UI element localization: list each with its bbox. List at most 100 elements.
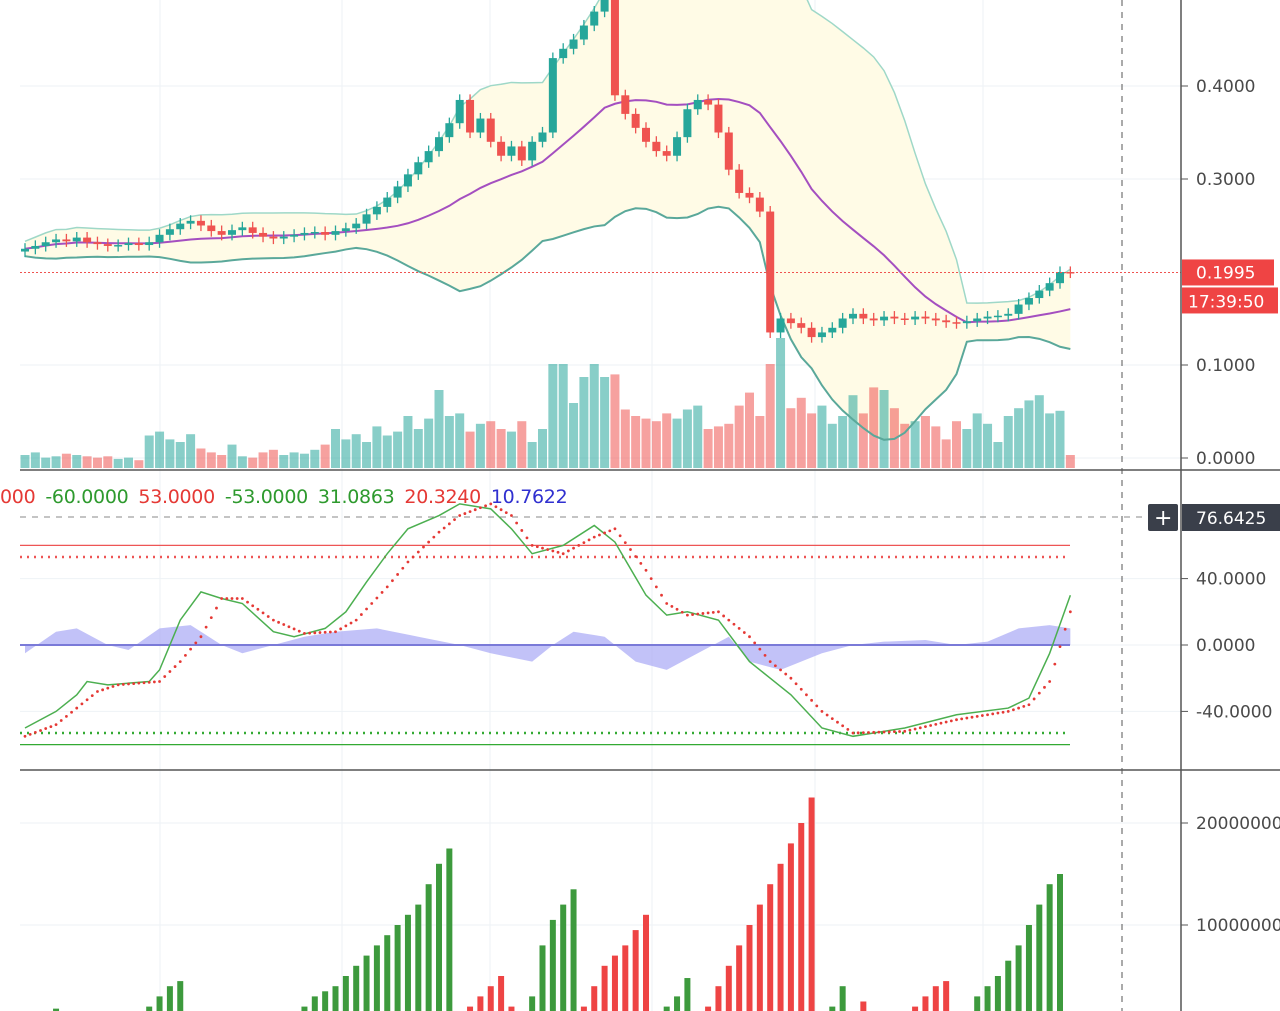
candle xyxy=(900,318,909,320)
volume-bar xyxy=(641,418,651,468)
histogram-bar xyxy=(1046,884,1053,1011)
oscillator-red-dot xyxy=(396,573,399,576)
oscillator-red-dot xyxy=(328,630,332,634)
oscillator-red-dot xyxy=(794,682,798,686)
volume-bar xyxy=(403,416,413,468)
histogram-bar xyxy=(674,996,681,1011)
oscillator-red-dot xyxy=(566,549,570,553)
oscillator-red-dot xyxy=(1001,710,1005,714)
volume-bar xyxy=(972,413,982,468)
histogram-bar xyxy=(725,965,732,1011)
volume-bar xyxy=(672,418,682,468)
oscillator-red-dot xyxy=(1053,662,1057,666)
oscillator-red-dot xyxy=(1032,697,1036,701)
oscillator-red-dot xyxy=(996,711,1000,715)
volume-bar xyxy=(82,456,92,468)
oscillator-red-dot xyxy=(163,675,167,678)
histogram-bar xyxy=(684,978,691,1011)
oscillator-red-dot xyxy=(680,610,684,614)
histogram-bar xyxy=(1025,925,1032,1011)
volume-bar xyxy=(589,364,599,468)
candle xyxy=(1056,272,1064,284)
histogram-bar xyxy=(736,945,743,1011)
volume-bar xyxy=(320,444,330,468)
oscillator-red-dot xyxy=(846,727,850,731)
histogram-bar xyxy=(529,996,536,1011)
candle xyxy=(145,242,154,246)
legend-value: 53.0000 xyxy=(138,486,215,508)
volume-bar xyxy=(693,405,703,468)
oscillator-red-dot xyxy=(887,730,891,734)
volume-bar xyxy=(734,405,744,468)
oscillator-red-dot xyxy=(825,713,829,717)
oscillator-red-dot xyxy=(39,729,42,732)
candle xyxy=(745,192,754,198)
volume-bar xyxy=(703,429,713,468)
candle xyxy=(962,321,971,324)
oscillator-red-dot xyxy=(867,731,870,734)
oscillator-red-dot xyxy=(742,631,746,634)
oscillator-red-dot xyxy=(287,625,291,629)
candle xyxy=(859,313,868,319)
volume-bar xyxy=(765,364,775,468)
oscillator-red-dot xyxy=(737,627,741,630)
oscillator-red-dot xyxy=(272,618,275,622)
histogram-bar xyxy=(373,945,380,1011)
candle xyxy=(424,151,433,163)
volume-bar xyxy=(217,455,227,468)
oscillator-red-dot xyxy=(266,615,270,618)
candle xyxy=(683,109,692,138)
volume-bar xyxy=(41,457,51,468)
crosshair-plus-button[interactable] xyxy=(1148,504,1178,531)
moving-average xyxy=(24,98,1071,324)
candle xyxy=(952,322,961,324)
volume-bar xyxy=(124,457,133,468)
axis-label: -40.0000 xyxy=(1196,702,1272,722)
candle xyxy=(217,231,226,235)
volume-bar xyxy=(1055,410,1065,468)
oscillator-red-dot xyxy=(90,694,94,698)
oscillator-red-dot xyxy=(515,521,519,525)
volume-bar xyxy=(920,416,930,468)
candle xyxy=(83,237,92,243)
oscillator-red-dot xyxy=(970,715,974,719)
oscillator-red-dot xyxy=(225,597,229,600)
candle xyxy=(714,104,723,133)
oscillator-red-dot xyxy=(209,616,213,620)
histogram-bar xyxy=(177,981,184,1011)
histogram-bar xyxy=(301,1006,308,1011)
volume-bar xyxy=(258,452,268,468)
oscillator-red-dot xyxy=(727,618,731,622)
candle xyxy=(362,214,371,224)
oscillator-red-dot xyxy=(473,508,477,512)
price-badge-value: 0.1995 xyxy=(1196,263,1255,283)
oscillator-red-dot xyxy=(282,623,286,626)
oscillator-red-dot xyxy=(1022,705,1026,708)
histogram-bar xyxy=(53,1008,60,1011)
oscillator-red-dot xyxy=(256,607,260,611)
histogram-bar xyxy=(746,925,753,1011)
oscillator-red-dot xyxy=(504,511,508,515)
oscillator-red-dot xyxy=(1037,691,1041,695)
oscillator-red-dot xyxy=(856,731,860,735)
oscillator-red-dot xyxy=(608,529,612,533)
oscillator-red-dot xyxy=(898,730,901,733)
candle xyxy=(269,236,278,239)
volume-bar xyxy=(444,416,454,468)
histogram-bar xyxy=(446,848,453,1011)
oscillator-red-dot xyxy=(184,653,187,657)
oscillator-red-dot xyxy=(168,670,172,673)
oscillator-red-dot xyxy=(1006,710,1010,713)
histogram-bar xyxy=(787,843,794,1011)
oscillator-red-dot xyxy=(944,720,948,724)
candle xyxy=(652,141,661,152)
legend-value: -53.0000 xyxy=(224,486,308,508)
candle xyxy=(548,58,557,133)
volume-bar xyxy=(351,434,361,468)
oscillator-red-dot xyxy=(375,596,379,600)
legend-value: 20.3240 xyxy=(404,486,481,508)
candle xyxy=(248,227,257,233)
oscillator-red-dot xyxy=(261,611,265,615)
oscillator-red-dot xyxy=(986,713,989,717)
